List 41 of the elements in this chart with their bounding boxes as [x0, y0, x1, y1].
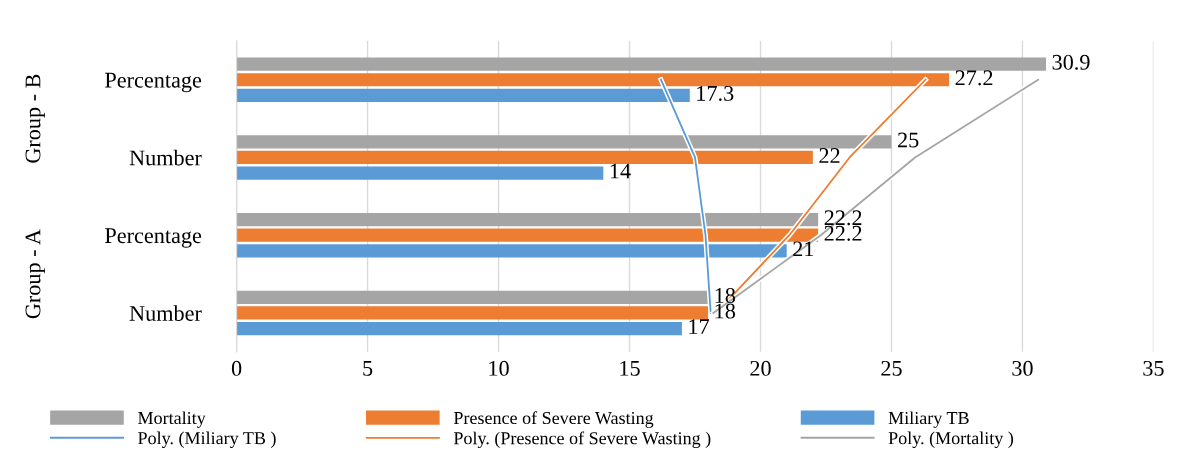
x-tick-label: 0	[231, 360, 242, 376]
legend-label: Poly. (Miliary TB )	[138, 431, 276, 448]
x-tick-label: 25	[881, 360, 902, 376]
data-label: 21	[793, 241, 814, 257]
data-label: 17.3	[697, 85, 734, 101]
data-label: 22	[819, 148, 840, 163]
x-tick-label: 15	[620, 360, 640, 376]
data-label: 30.9	[1052, 54, 1090, 70]
x-tick-label: 10	[489, 360, 509, 376]
data-label: 18	[715, 287, 736, 303]
data-label: 22.2	[824, 225, 862, 241]
data-label: 17	[689, 319, 710, 334]
bar	[236, 135, 892, 149]
legend-label: Poly. (Mortality )	[888, 431, 1014, 448]
legend-label: Presence of Severe Wasting	[453, 411, 654, 428]
bar	[236, 73, 950, 87]
bar	[236, 166, 604, 180]
x-tick-label: 30	[1012, 360, 1033, 376]
bar	[236, 290, 709, 305]
bar	[236, 57, 1047, 71]
data-label: 18	[715, 303, 736, 319]
bar	[236, 150, 813, 165]
data-label: 27.2	[955, 70, 993, 86]
data-label: 25	[898, 132, 919, 148]
bar	[236, 213, 819, 227]
data-label: 22.2	[824, 210, 862, 226]
bar	[236, 321, 682, 336]
y-tick-label: Number	[129, 149, 202, 166]
x-tick-label: 35	[1143, 360, 1164, 376]
y-tick-label: Number	[129, 305, 202, 321]
x-tick-label: 5	[363, 361, 373, 376]
bar	[236, 306, 709, 320]
y-tick-label: Percentage	[105, 72, 202, 93]
text: Group - A	[25, 229, 45, 319]
y-tick-label: Percentage	[105, 228, 202, 248]
data-label: 14	[610, 163, 631, 179]
legend-label: Poly. (Presence of Severe Wasting )	[453, 431, 711, 449]
x-tick-label: 20	[750, 360, 771, 376]
legend-label: Miliary TB	[888, 411, 969, 428]
legend-label: Mortality	[138, 411, 206, 428]
text: Group - B	[25, 74, 45, 163]
